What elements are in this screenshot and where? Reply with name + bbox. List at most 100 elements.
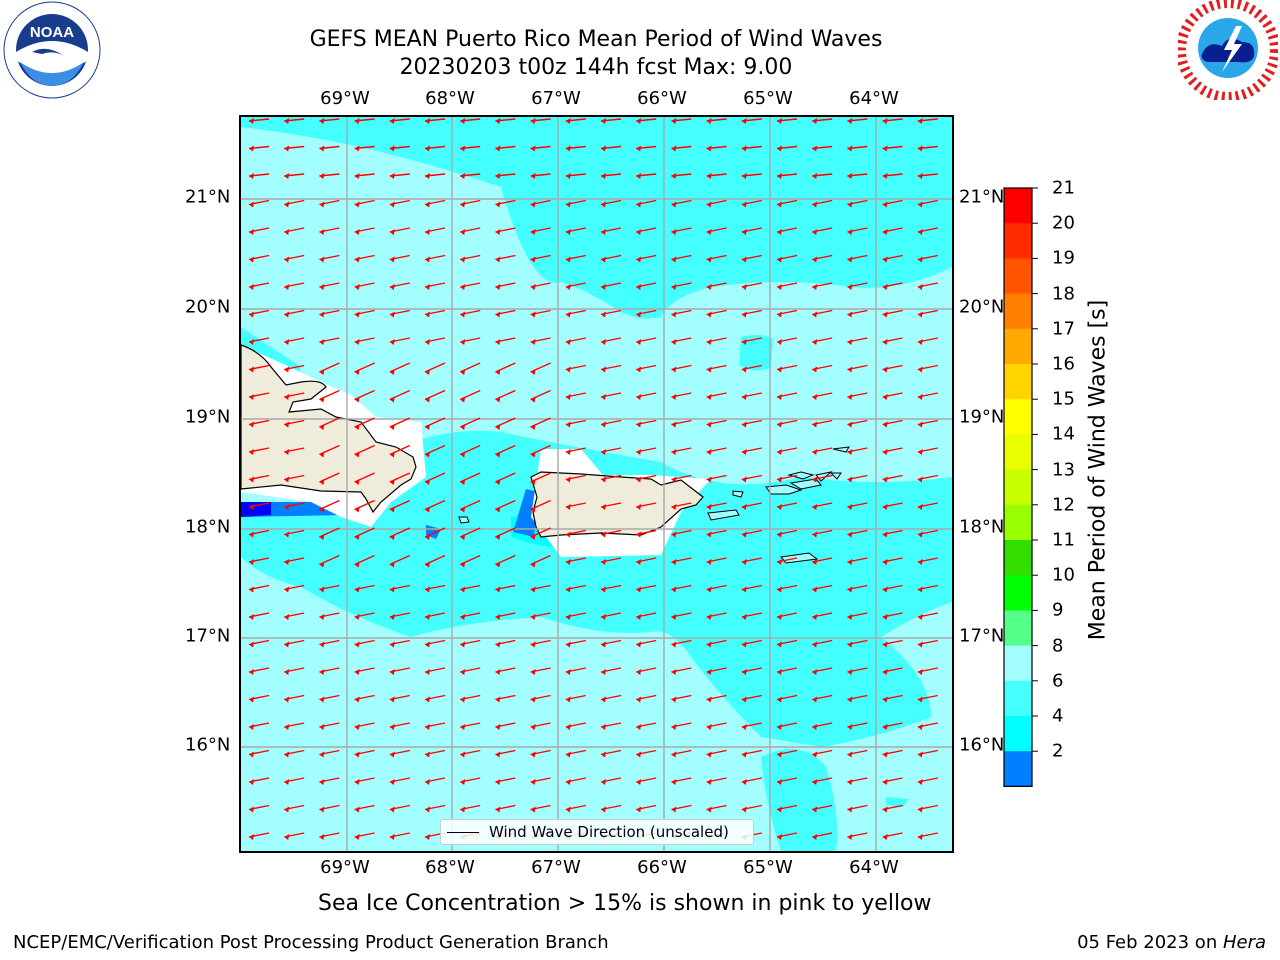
lat-label-left: 18°N — [185, 516, 231, 538]
colorbar-segment — [1004, 364, 1032, 400]
vector-head — [671, 559, 677, 565]
colorbar-tick-label: 9 — [1052, 599, 1064, 621]
vector-head — [389, 369, 395, 375]
vector-head — [812, 834, 818, 840]
vector-head — [636, 806, 642, 813]
vector-head — [671, 421, 677, 428]
vector-head — [847, 724, 853, 730]
vector-head — [460, 561, 466, 568]
vector-head — [565, 173, 571, 179]
vector-head — [706, 504, 712, 510]
vector-head — [882, 641, 888, 648]
vector-head — [636, 696, 642, 703]
lat-label-right: 20°N — [959, 296, 1005, 318]
vector-head — [354, 339, 360, 345]
vector-head — [812, 779, 818, 785]
vector-head — [636, 339, 642, 345]
vector-head — [847, 394, 853, 400]
vector-head — [389, 201, 395, 208]
vector-head — [319, 311, 325, 318]
vector-head — [917, 641, 923, 648]
vector-head — [882, 806, 888, 813]
vector-head — [389, 614, 395, 620]
legend-label: Wind Wave Direction (unscaled) — [489, 823, 729, 841]
vector-head — [741, 476, 747, 483]
vector-head — [741, 229, 747, 235]
vector-head — [389, 451, 395, 458]
vector-head — [319, 779, 325, 785]
vector-head — [741, 696, 747, 703]
vector-head — [601, 779, 606, 785]
colorbar-segment — [1004, 645, 1032, 682]
vector-head — [249, 696, 254, 703]
vector-head — [389, 424, 395, 430]
vector-head — [495, 479, 501, 485]
vector-head — [601, 118, 606, 124]
vector-head — [741, 173, 747, 179]
vector-head — [389, 506, 395, 513]
vector-head — [284, 229, 290, 235]
vector-head — [425, 145, 430, 152]
vector-head — [777, 779, 782, 785]
lon-label-bottom: 66°W — [637, 857, 687, 878]
chart-title: GEFS MEAN Puerto Rico Mean Period of Win… — [309, 27, 883, 52]
vector-head — [389, 229, 395, 235]
vector-head — [636, 229, 642, 235]
colorbar-segment — [1004, 258, 1032, 295]
vector-head — [354, 145, 360, 152]
vector-head — [706, 586, 712, 593]
vector-head — [354, 834, 360, 840]
vector-head — [460, 145, 466, 152]
vector-head — [847, 751, 853, 758]
vector-head — [319, 201, 325, 208]
vector-head — [706, 614, 712, 620]
vector-head — [671, 751, 677, 758]
vector-head — [565, 641, 571, 648]
small-islands — [458, 446, 850, 564]
vector-head — [530, 173, 536, 179]
vector-head — [777, 586, 782, 593]
vector-head — [425, 506, 430, 513]
vector-head — [319, 586, 325, 593]
vector-head — [389, 724, 395, 730]
vector-head — [425, 173, 430, 179]
colorbar-segment — [1004, 751, 1032, 787]
lat-label-left: 21°N — [185, 186, 231, 208]
lat-label-right: 21°N — [959, 186, 1005, 208]
vector-head — [495, 229, 501, 235]
vector-head — [425, 369, 430, 375]
vector-head — [319, 479, 325, 485]
vector-head — [495, 201, 501, 208]
vector-head — [671, 724, 677, 730]
vector-head — [917, 476, 923, 483]
vector-head — [741, 449, 747, 455]
vector-head — [671, 614, 677, 620]
vector-head — [495, 534, 501, 540]
svg-text:NOAA: NOAA — [30, 24, 74, 41]
vector-head — [389, 173, 395, 179]
vector-head — [249, 366, 254, 373]
vector-head — [319, 369, 325, 375]
vector-head — [671, 476, 677, 483]
footer-host: Hera — [1222, 932, 1266, 953]
vector-head — [671, 586, 677, 593]
vector-head — [284, 339, 290, 345]
vector-head — [777, 118, 782, 124]
vector-head — [495, 586, 501, 593]
vector-head — [319, 229, 325, 235]
vector-head — [319, 424, 325, 430]
vector-head — [812, 696, 818, 703]
vector-head — [319, 696, 325, 703]
vector-head — [601, 696, 606, 703]
vector-head — [249, 256, 254, 263]
vector-head — [249, 173, 254, 179]
vector-head — [601, 256, 606, 263]
vector-head — [706, 476, 712, 483]
vector-head — [636, 476, 642, 483]
vector-head — [671, 641, 677, 648]
vector-head — [847, 586, 853, 593]
vector-head — [495, 696, 501, 703]
vector-head — [636, 421, 642, 428]
vector-head — [636, 779, 642, 785]
vector-head — [284, 641, 290, 648]
